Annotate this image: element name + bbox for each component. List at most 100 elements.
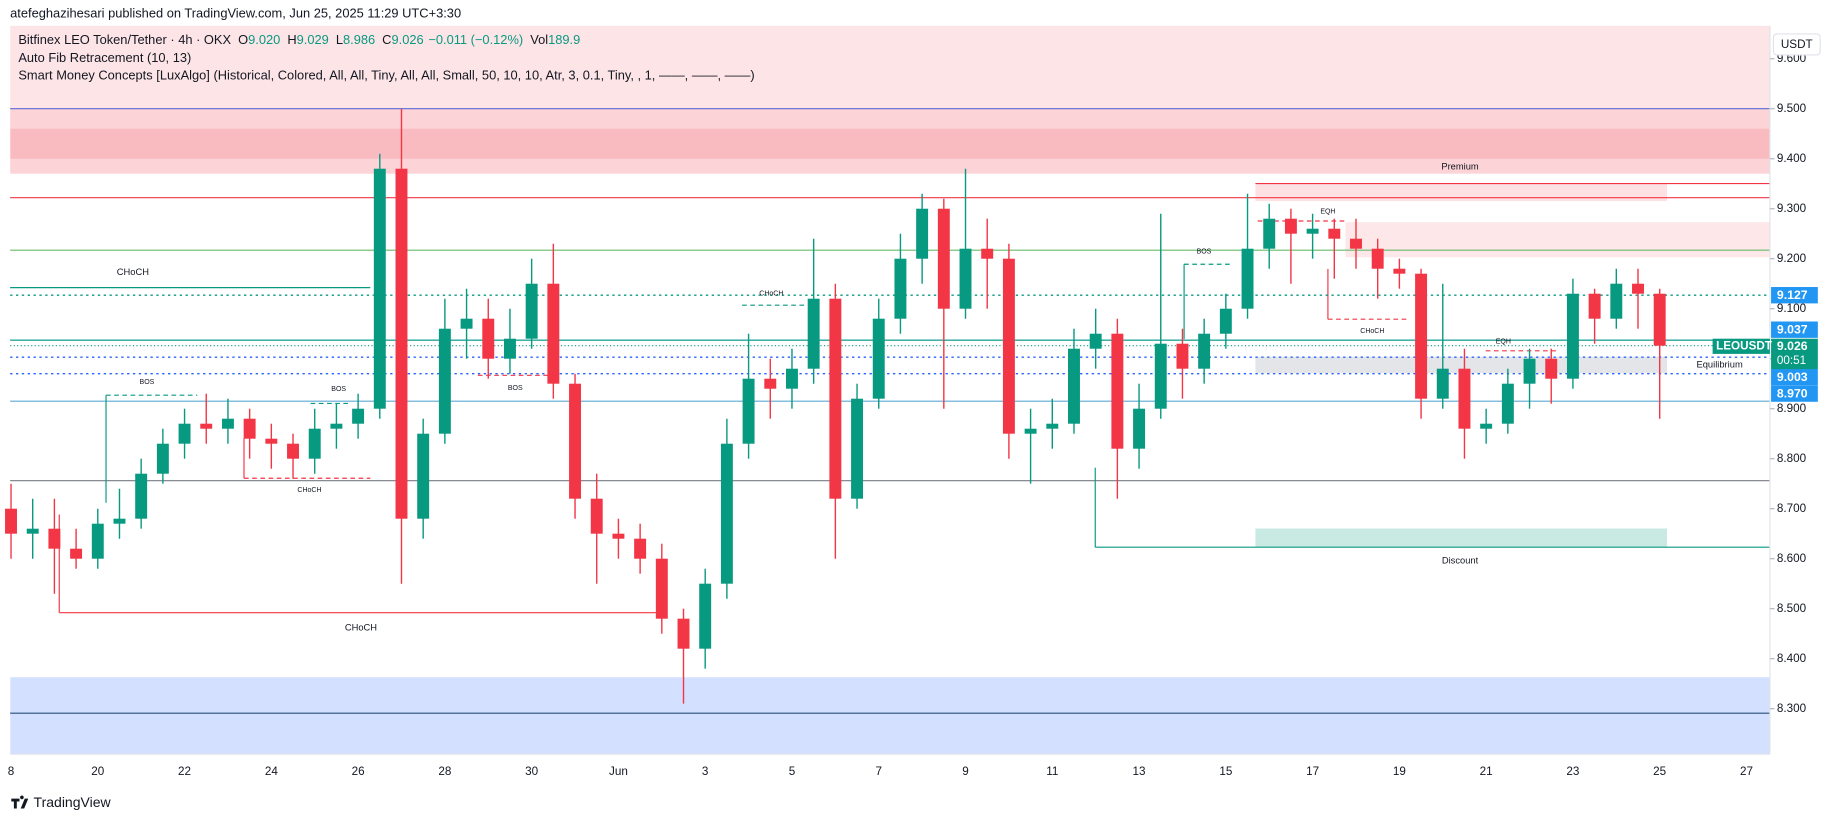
zones [10,25,1770,755]
candle-body [1198,333,1211,369]
x-tick-label: 21 [1480,765,1493,778]
smc-label: BOS [331,386,346,393]
candle-body [243,418,256,439]
candle-body [959,248,972,309]
legend-value: 9.020 [248,32,280,47]
brand: TradingView [34,794,112,810]
x-tick-label: 19 [1393,765,1406,778]
symbol-tag-box [1712,338,1770,354]
price-label-box [1771,368,1818,386]
candle-body [872,318,885,399]
legend-value: 9.026 [391,32,423,47]
x-tick-label: 20 [91,765,105,778]
smc-label: CHoCH [759,290,783,297]
smc-label: Premium [1441,162,1479,172]
candle-body [330,423,343,429]
candle-body [287,443,299,459]
candle-body [70,548,83,559]
smc-zone [1255,528,1668,548]
last-price-label: 9.026 [1777,339,1808,353]
y-tick-label: 9.300 [1777,202,1807,215]
y-tick-label: 9.200 [1777,252,1807,265]
candle-body [1306,228,1319,234]
candle-body [1328,228,1341,239]
x-tick-label: 5 [789,765,796,778]
candle-body [634,538,647,559]
x-tick-label: 30 [525,765,539,778]
candle-body [937,208,950,309]
candle-body [655,558,668,619]
candle-body [1371,248,1384,269]
candle-body [395,168,408,519]
price-label: 8.970 [1777,386,1808,400]
y-tick-label: 8.300 [1777,702,1807,715]
smc-label: BOS [140,379,155,386]
legend-value: 9.029 [297,32,329,47]
candle-body [1241,248,1254,309]
candle-body [26,528,39,534]
candle-body [807,298,820,369]
symbol-title: Bitfinex LEO Token/Tether · 4h · OKX [18,32,231,47]
indicator-title: Auto Fib Retracement (10, 13) [18,50,191,65]
currency-box [1772,33,1821,56]
legend-value: −0.011 (−0.12%) [428,32,523,47]
candle-body [720,443,733,584]
x-tick-label: Jun [609,765,628,778]
candle-body [482,318,495,359]
candle-body [677,618,690,649]
legend-value: 8.986 [343,32,375,47]
legend-label: L [336,32,343,47]
smc-zone [1255,183,1668,202]
candle-body [1480,423,1493,429]
publisher: atefeghazihesari published on TradingVie… [10,5,461,20]
candle-body [438,328,451,434]
x-tick-label: 27 [1740,765,1753,778]
candle-body [590,498,603,534]
candle-body [1393,268,1406,274]
candles [5,108,1666,704]
x-tick-label: 3 [702,765,709,778]
candle-body [1002,258,1015,434]
candle-body [221,418,234,429]
candle-body [699,583,712,649]
smc-label: BOS [1197,248,1212,255]
y-tick-label: 8.800 [1777,452,1807,465]
smc-label: BOS [508,385,523,392]
candle-body [503,338,516,359]
candle-body [417,433,430,519]
smc-label: CHoCH [1360,328,1384,335]
x-tick-label: 25 [1653,765,1667,778]
candle-body [460,318,473,329]
x-tick-label: 17 [1306,765,1319,778]
price-label: 9.127 [1777,288,1808,302]
y-tick-label: 8.500 [1777,602,1807,615]
candle-body [894,258,907,319]
logo-mark [11,795,29,809]
candle-body [1089,333,1102,349]
candle-body [1068,348,1080,424]
x-tick-label: 11 [1046,765,1058,778]
x-tick-label: 28 [438,765,451,778]
candle-body [265,438,278,444]
candle-body [178,423,191,444]
candle-body [1458,368,1471,429]
x-tick-label: 22 [178,765,191,778]
candle-body [1046,423,1059,429]
candle-body [5,508,17,534]
candle-body [1523,358,1536,384]
x-tick-label: 13 [1133,765,1146,778]
candle-body [91,523,104,559]
candle-body [135,473,148,519]
y-tick-label: 9.400 [1777,152,1807,165]
x-tick-label: 23 [1566,765,1579,778]
candle-body [1436,368,1449,399]
y-tick-label: 8.900 [1777,402,1807,415]
x-tick-label: 26 [352,765,365,778]
symbol-tag: LEOUSDT [1716,339,1773,352]
candle-body [1653,293,1666,346]
candle-body [742,378,755,444]
indicator-title: Smart Money Concepts [LuxAlgo] (Historic… [18,67,754,82]
